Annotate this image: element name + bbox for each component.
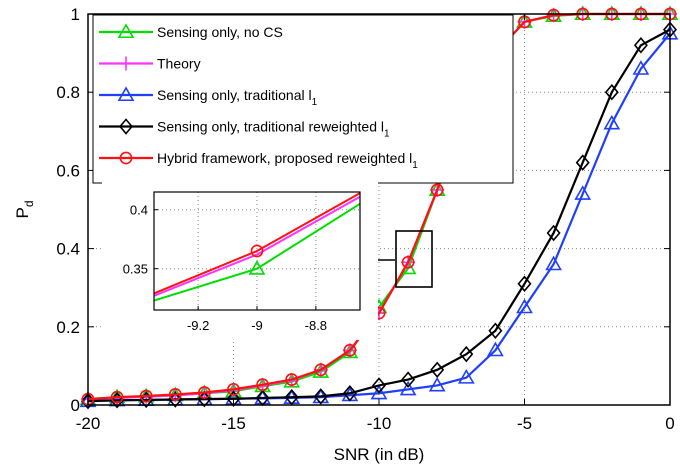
data-point xyxy=(401,255,415,269)
data-point xyxy=(430,361,445,379)
legend-marker xyxy=(117,23,135,39)
data-point xyxy=(632,60,650,75)
inset: -9.2 -9 -8.8 0.35 0.4 xyxy=(102,182,378,340)
y-axis-label-main: P xyxy=(13,207,32,218)
legend-item: Sensing only, traditional reweighted l1 xyxy=(99,118,390,140)
legend-label: Theory xyxy=(157,56,201,72)
data-point xyxy=(139,389,153,403)
data-point xyxy=(459,345,474,363)
y-axis-label: Pd xyxy=(13,200,36,218)
legend-label-sub: 1 xyxy=(412,160,418,171)
data-point xyxy=(284,388,299,406)
data-point xyxy=(401,371,416,388)
data-point xyxy=(487,341,504,357)
data-point xyxy=(285,373,299,386)
legend-label-main: Hybrid framework, proposed reweighted l xyxy=(157,150,412,166)
data-point xyxy=(168,388,182,401)
data-point xyxy=(197,386,211,399)
data-point xyxy=(546,224,561,242)
data-point xyxy=(457,369,475,384)
y-tick-label: 0.4 xyxy=(56,240,80,259)
data-point xyxy=(313,388,328,405)
inset-line xyxy=(153,192,361,295)
data-point xyxy=(342,385,357,402)
inset-y-tick-label: 0.35 xyxy=(123,262,148,277)
data-point xyxy=(399,380,417,396)
inset-plot xyxy=(153,192,361,310)
data-point xyxy=(516,298,533,314)
data-point xyxy=(488,322,503,339)
data-point xyxy=(227,382,240,396)
y-axis-label-group: Pd xyxy=(13,200,36,218)
ticks: -20 -15 -10 -5 0 0 0.2 0.4 0.6 0.8 1 xyxy=(56,5,674,433)
y-tick-label: 0 xyxy=(71,396,80,415)
data-point xyxy=(343,343,357,357)
data-point xyxy=(547,8,560,22)
legend-label: Sensing only, traditional l1 xyxy=(157,87,318,108)
inset-marker xyxy=(248,260,266,275)
y-tick-label: 0.8 xyxy=(56,83,80,102)
legend-label-main: Sensing only, traditional l xyxy=(157,87,312,103)
data-point xyxy=(603,114,621,130)
inset-line xyxy=(153,202,361,302)
zoom-region xyxy=(395,230,433,288)
inset-line xyxy=(153,195,361,297)
legend-label: Sensing only, traditional reweighted l1 xyxy=(157,119,390,140)
legend-label-main: Sensing only, traditional reweighted l xyxy=(157,119,384,135)
inset-x-tick-label: -8.8 xyxy=(305,318,327,333)
legend-label: Sensing only, no CS xyxy=(157,24,283,40)
y-tick-label: 0.6 xyxy=(56,161,80,180)
y-axis-label-sub: d xyxy=(22,200,36,207)
inset-marker xyxy=(250,244,264,258)
legend-item: Sensing only, no CS xyxy=(99,23,283,40)
legend-marker xyxy=(119,56,133,71)
legend-label-sub: 1 xyxy=(312,97,318,108)
data-point xyxy=(574,185,592,200)
y-tick-label: 1 xyxy=(71,5,80,24)
legend-marker xyxy=(119,151,133,165)
y-tick-label: 0.2 xyxy=(56,318,80,337)
data-point xyxy=(428,376,446,392)
inset-x-tick-label: -9 xyxy=(251,318,263,333)
legend-label-sub: 1 xyxy=(384,129,390,140)
legend: Sensing only, no CS Theory Sensing only, t… xyxy=(92,14,514,184)
data-point xyxy=(633,37,648,54)
x-tick-label: -5 xyxy=(517,414,532,433)
data-point xyxy=(370,384,388,400)
x-tick-label: -15 xyxy=(221,414,246,433)
data-point xyxy=(575,154,590,171)
data-point xyxy=(372,377,386,394)
inset-y-tick-label: 0.4 xyxy=(130,203,148,218)
legend-marker xyxy=(119,118,133,135)
x-tick-label: -20 xyxy=(76,414,101,433)
legend-item: Sensing only, traditional l1 xyxy=(99,86,318,108)
series-line xyxy=(87,28,671,403)
legend-item: Hybrid framework, proposed reweighted l1 xyxy=(99,150,418,171)
x-axis-label: SNR (in dB) xyxy=(334,445,425,464)
data-point xyxy=(314,363,328,377)
inset-x-tick-label: -9.2 xyxy=(187,318,209,333)
data-point xyxy=(545,255,562,271)
x-tick-label: -10 xyxy=(367,414,392,433)
data-point xyxy=(430,183,444,197)
data-point xyxy=(110,390,124,404)
legend-item: Theory xyxy=(99,56,201,72)
data-point xyxy=(517,275,532,293)
data-point xyxy=(139,391,154,409)
x-tick-label: 0 xyxy=(665,414,674,433)
legend-label: Hybrid framework, proposed reweighted l1 xyxy=(157,150,418,171)
legend-marker xyxy=(117,86,135,102)
data-point xyxy=(604,83,619,101)
legend-box xyxy=(92,14,514,184)
data-point xyxy=(256,378,269,392)
